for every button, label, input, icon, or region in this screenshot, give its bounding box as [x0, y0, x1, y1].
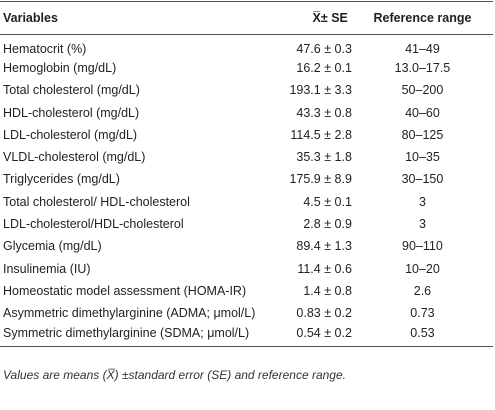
value-cell: 35.3 ± 1.8: [296, 150, 352, 165]
variable-cell: LDL-cholesterol/HDL-cholesterol: [3, 217, 184, 232]
table-row: Hemoglobin (mg/dL) 16.2 ± 0.1 13.0–17.5: [0, 57, 493, 79]
table-row: Triglycerides (mg/dL) 175.9 ± 8.9 30–150: [0, 168, 493, 190]
variable-cell: Hematocrit (%): [3, 41, 87, 56]
range-cell: 90–110: [402, 239, 443, 254]
range-cell: 10–35: [405, 150, 440, 165]
table-row: LDL-cholesterol (mg/dL) 114.5 ± 2.8 80–125: [0, 124, 493, 146]
range-cell: 0.53: [351, 324, 493, 348]
variable-cell: HDL-cholesterol (mg/dL): [3, 105, 140, 120]
header-cell: X̅± SE: [264, 1, 352, 35]
variable-cell: Hemoglobin (mg/dL): [3, 60, 117, 75]
value-cell: 43.3 ± 0.8: [296, 105, 352, 120]
value-cell: 89.4 ± 1.3: [296, 239, 352, 254]
value-cell: 114.5 ± 2.8: [290, 127, 352, 142]
range-cell: 0.73: [410, 306, 435, 321]
value-cell: 1.4 ± 0.8: [303, 283, 352, 298]
table-row: Asymmetric dimethylarginine (ADMA; μmol/…: [0, 302, 493, 324]
variable-cell: Symmetric dimethylarginine (SDMA; μmol/L…: [0, 324, 265, 348]
header-cell: Variables: [0, 1, 265, 35]
table-row: Total cholesterol (mg/dL) 193.1 ± 3.3 50–2…: [0, 79, 493, 101]
table-row: Homeostatic model assessment (HOMA-IR) 1.…: [0, 280, 493, 302]
value-cell: 0.54 ± 0.2: [264, 324, 352, 348]
variable-cell: Total cholesterol (mg/dL): [3, 83, 140, 98]
variable-cell: Total cholesterol/ HDL-cholesterol: [3, 194, 190, 209]
footnote: Values are means (X̅) ±standard error (S…: [3, 368, 346, 382]
table-body: Hematocrit (%) 47.6 ± 0.3 41–49 Hemoglobin …: [0, 35, 493, 348]
header-cell: Reference range: [351, 1, 493, 35]
value-cell: 16.2 ± 0.1: [296, 60, 352, 75]
range-cell: 80–125: [401, 127, 444, 142]
range-cell: 41–49: [405, 41, 440, 56]
data-table: Variables X̅± SE Reference range Hematoc…: [0, 1, 493, 348]
range-cell: 10–20: [405, 261, 440, 276]
table-row: Total cholesterol/ HDL-cholesterol 4.5 ± …: [0, 191, 493, 213]
value-cell: 2.8 ± 0.9: [303, 217, 352, 232]
variable-cell: Triglycerides (mg/dL): [3, 172, 120, 187]
variable-cell: LDL-cholesterol (mg/dL): [3, 127, 138, 142]
variable-cell: Homeostatic model assessment (HOMA-IR): [3, 283, 247, 298]
variable-cell: Insulinemia (IU): [3, 261, 91, 276]
range-cell: 3: [418, 217, 426, 232]
value-cell: 193.1 ± 3.3: [289, 83, 352, 98]
variable-cell: Asymmetric dimethylarginine (ADMA; μmol/…: [3, 306, 256, 321]
range-cell: 40–60: [405, 105, 440, 120]
variable-cell: Glycemia (mg/dL): [3, 239, 102, 254]
value-cell: 47.6 ± 0.3: [296, 41, 352, 56]
table-row: Hematocrit (%) 47.6 ± 0.3 41–49: [0, 35, 493, 57]
header-row: Variables X̅± SE Reference range: [0, 1, 493, 35]
value-cell: 175.9 ± 8.9: [289, 172, 352, 187]
range-cell: 2.6: [413, 283, 432, 298]
range-cell: 3: [418, 194, 426, 209]
value-cell: 4.5 ± 0.1: [303, 194, 352, 209]
range-cell: 50–200: [401, 83, 444, 98]
table-row: VLDL-cholesterol (mg/dL) 35.3 ± 1.8 10–35: [0, 146, 493, 168]
variable-cell: VLDL-cholesterol (mg/dL): [3, 150, 146, 165]
table-row: Symmetric dimethylarginine (SDMA; μmol/L…: [0, 324, 493, 348]
table-row: Insulinemia (IU) 11.4 ± 0.6 10–20: [0, 257, 493, 279]
range-cell: 30–150: [401, 172, 444, 187]
value-cell: 0.83 ± 0.2: [296, 306, 352, 321]
table-row: HDL-cholesterol (mg/dL) 43.3 ± 0.8 40–60: [0, 101, 493, 123]
range-cell: 13.0–17.5: [394, 60, 451, 75]
table-row: Glycemia (mg/dL) 89.4 ± 1.3 90–110: [0, 235, 493, 257]
value-cell: 11.4 ± 0.6: [297, 261, 352, 276]
table-row: LDL-cholesterol/HDL-cholesterol 2.8 ± 0.9…: [0, 213, 493, 235]
